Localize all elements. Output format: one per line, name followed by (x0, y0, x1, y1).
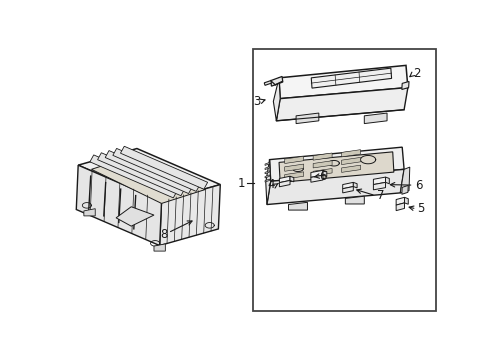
Polygon shape (266, 169, 403, 204)
Polygon shape (342, 183, 353, 189)
Polygon shape (401, 185, 407, 194)
Polygon shape (279, 180, 289, 187)
Polygon shape (264, 179, 269, 182)
Polygon shape (345, 196, 364, 204)
Polygon shape (312, 153, 331, 160)
Polygon shape (373, 183, 385, 190)
Text: 2: 2 (412, 67, 420, 80)
Polygon shape (341, 157, 360, 165)
Polygon shape (373, 177, 385, 185)
Polygon shape (312, 161, 331, 168)
Polygon shape (154, 244, 165, 251)
Polygon shape (84, 209, 95, 216)
Polygon shape (116, 207, 154, 226)
Polygon shape (310, 170, 323, 177)
Polygon shape (120, 146, 207, 189)
Polygon shape (289, 176, 293, 182)
Polygon shape (113, 148, 200, 192)
Polygon shape (395, 203, 404, 211)
Polygon shape (264, 171, 269, 174)
Text: 1: 1 (238, 177, 245, 190)
Polygon shape (341, 150, 360, 157)
Text: 7: 7 (376, 189, 384, 202)
Polygon shape (364, 113, 386, 123)
Polygon shape (279, 152, 393, 183)
Polygon shape (276, 87, 407, 121)
Polygon shape (105, 150, 192, 194)
Polygon shape (265, 159, 270, 204)
Polygon shape (385, 177, 388, 184)
Text: 6: 6 (318, 170, 325, 183)
Polygon shape (341, 165, 360, 172)
Polygon shape (159, 185, 220, 246)
Polygon shape (310, 175, 323, 182)
Polygon shape (284, 156, 303, 163)
Polygon shape (279, 66, 407, 99)
Polygon shape (279, 176, 289, 183)
Polygon shape (296, 113, 318, 123)
Polygon shape (270, 76, 282, 86)
Polygon shape (404, 197, 407, 204)
Polygon shape (353, 183, 356, 188)
Polygon shape (395, 197, 404, 205)
Polygon shape (98, 153, 184, 196)
Polygon shape (264, 175, 269, 178)
Polygon shape (284, 172, 303, 179)
Polygon shape (264, 81, 271, 85)
Polygon shape (91, 155, 205, 203)
Polygon shape (288, 202, 307, 210)
Polygon shape (269, 147, 403, 181)
Polygon shape (264, 162, 269, 166)
Polygon shape (76, 165, 161, 246)
Polygon shape (78, 149, 220, 201)
Polygon shape (264, 167, 269, 170)
Text: 4: 4 (267, 178, 275, 192)
Polygon shape (323, 170, 326, 176)
Polygon shape (400, 167, 409, 193)
Polygon shape (401, 81, 408, 90)
Text: 8: 8 (160, 228, 167, 241)
Polygon shape (311, 68, 391, 88)
Text: 5: 5 (417, 202, 424, 216)
Polygon shape (273, 78, 280, 121)
Polygon shape (284, 164, 303, 171)
Bar (252, 49, 435, 311)
Polygon shape (90, 155, 177, 198)
Text: 6: 6 (414, 179, 421, 192)
Polygon shape (342, 186, 353, 193)
Polygon shape (312, 168, 331, 176)
Text: 3: 3 (252, 95, 260, 108)
